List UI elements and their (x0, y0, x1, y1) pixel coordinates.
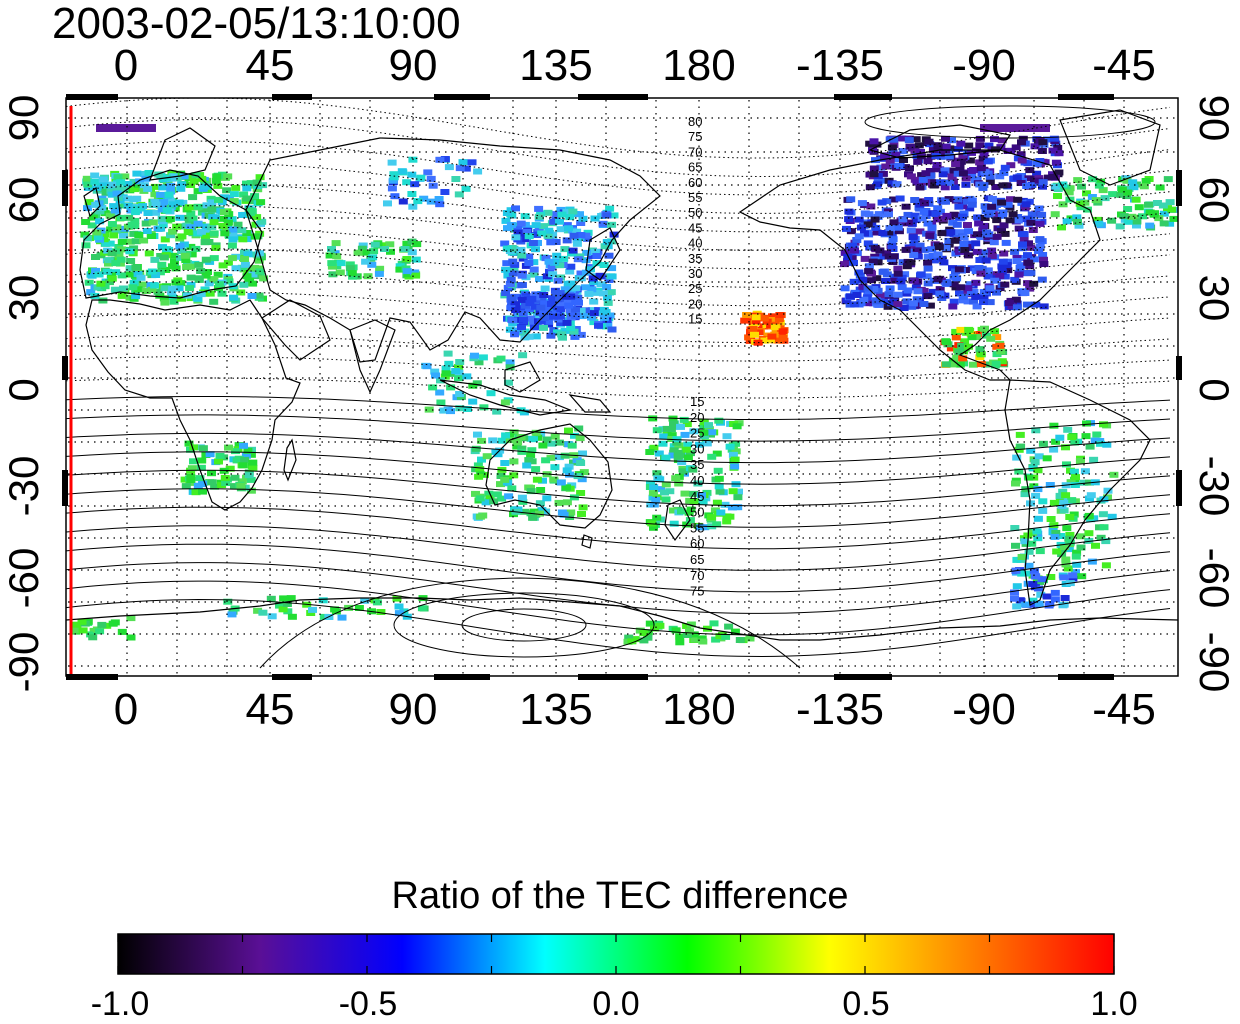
contour-label-north: 70 (688, 144, 702, 159)
contour-label-south: 70 (690, 568, 704, 583)
left-lat-tick-90: 90 (0, 94, 47, 142)
right-lat-tick-60: 60 (1191, 176, 1238, 224)
contour-label-north: 75 (688, 129, 702, 144)
top-lon-tick-135: 135 (519, 41, 593, 90)
colorbar-tick-marks (117, 934, 1115, 974)
coastline-scandinavia (149, 127, 216, 181)
bottom-lon-tick-neg135: -135 (795, 685, 885, 734)
contour-label-north: 50 (688, 205, 702, 220)
right-lat-tick-neg60: -60 (1191, 547, 1238, 609)
contour-label-north: 35 (688, 251, 702, 266)
coastline-australia (485, 423, 613, 529)
colorbar-tick-0: 0.0 (592, 985, 640, 1023)
contour-label-south: 35 (690, 457, 704, 472)
bottom-lon-tick-90: 90 (388, 685, 438, 734)
contour-label-north: 80 (688, 114, 702, 129)
contour-label-south: 40 (690, 473, 704, 488)
left-lat-tick-30: 30 (0, 274, 47, 322)
contour-label-south: 55 (690, 520, 704, 535)
coastline-asia (245, 137, 661, 363)
contour-label-north: 45 (688, 220, 702, 235)
map-timestamp-title: 2003-02-05/13:10:00 (52, 0, 461, 48)
top-lon-tick-neg90: -90 (952, 41, 1016, 90)
contour-label-south: 65 (690, 552, 704, 567)
side-axis-tick-bars (62, 170, 1182, 506)
contour-label-south: 50 (690, 505, 704, 520)
coastline-india (349, 319, 396, 394)
contour-label-south: 75 (690, 584, 704, 599)
bottom-lon-tick-45: 45 (245, 685, 295, 734)
contour-label-south: 25 (690, 426, 704, 441)
right-lat-tick-0: 0 (1191, 378, 1238, 402)
contour-label-north: 25 (688, 281, 702, 296)
bottom-lon-tick-180: 180 (662, 685, 736, 734)
top-lon-tick-neg45: -45 (1092, 41, 1156, 90)
bottom-axis-tick-bars (66, 674, 1114, 680)
coastline-canadian-arctic (868, 124, 1011, 159)
magnetic-latitude-contours (66, 98, 1171, 669)
left-lat-tick-60: 60 (0, 176, 47, 224)
coastline-new-guinea (568, 394, 612, 413)
contour-label-north: 60 (688, 175, 702, 190)
top-lon-tick-0: 0 (113, 41, 139, 90)
bottom-lon-tick-135: 135 (519, 685, 593, 734)
right-lat-tick-30: 30 (1191, 274, 1238, 322)
contour-label-south: 20 (690, 410, 704, 425)
top-lon-tick-45: 45 (245, 41, 295, 90)
coordinate-grid (68, 100, 1176, 676)
colorbar-tick-neg05: -0.5 (338, 985, 398, 1023)
coastline-britain (83, 187, 101, 218)
coastline-new-zealand (664, 499, 691, 542)
top-lon-tick-neg135: -135 (795, 41, 885, 90)
colorbar-tick-neg1: -1.0 (90, 985, 150, 1023)
right-lat-tick-90: 90 (1191, 94, 1238, 142)
coastlines (66, 109, 1178, 641)
coastline-japan (585, 227, 621, 281)
top-axis-tick-bars (66, 94, 1114, 100)
map-frame (65, 97, 1179, 677)
left-lat-tick-neg30: -30 (0, 455, 47, 517)
colorbar-tick-05: 0.5 (842, 985, 890, 1023)
left-lat-tick-neg60: -60 (0, 547, 47, 609)
coastline-arabia (261, 299, 331, 361)
contour-label-south: 60 (690, 536, 704, 551)
contour-label-north: 65 (688, 160, 702, 175)
colorbar-tick-1: 1.0 (1090, 985, 1138, 1023)
bottom-lon-tick-neg90: -90 (952, 685, 1016, 734)
bottom-lon-tick-neg45: -45 (1092, 685, 1156, 734)
coastline-madagascar (283, 438, 297, 482)
coastline-europe (79, 169, 263, 299)
coastline-north-america (738, 149, 1101, 381)
contour-label-north: 15 (688, 312, 702, 327)
coastline-greenland (1059, 109, 1161, 186)
left-lat-tick-0: 0 (0, 378, 47, 402)
contour-label-south: 45 (690, 489, 704, 504)
contour-label-north: 20 (688, 296, 702, 311)
top-lon-tick-180: 180 (662, 41, 736, 90)
contour-label-south: 15 (690, 394, 704, 409)
right-lat-tick-neg30: -30 (1191, 455, 1238, 517)
colorbar-title: Ratio of the TEC difference (391, 875, 849, 917)
contour-label-north: 55 (688, 190, 702, 205)
contour-label-north: 30 (688, 266, 702, 281)
coastline-tasmania (581, 534, 593, 549)
coastline-borneo (504, 361, 541, 393)
tec-ratio-data-layer (71, 124, 1178, 646)
right-lat-tick-neg90: -90 (1191, 631, 1238, 693)
bottom-lon-tick-0: 0 (113, 685, 139, 734)
coastline-africa (85, 299, 301, 511)
top-lon-tick-90: 90 (388, 41, 438, 90)
contour-label-south: 30 (690, 441, 704, 456)
left-lat-tick-neg90: -90 (0, 631, 47, 693)
coastline-antarctica (66, 597, 1178, 641)
contour-label-north: 40 (688, 236, 702, 251)
